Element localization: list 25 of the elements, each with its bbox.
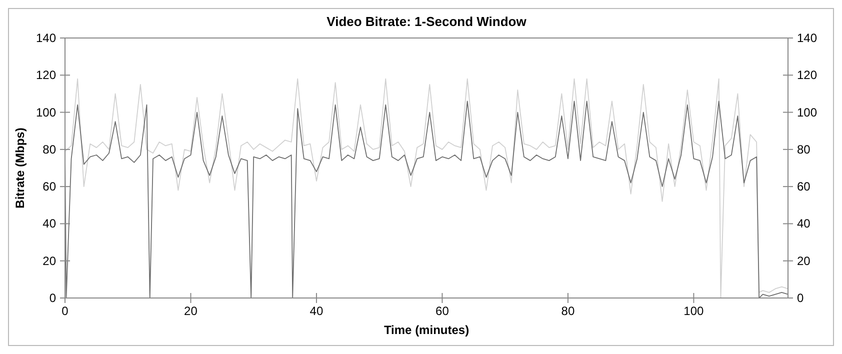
y2-tick-label: 40 — [797, 216, 811, 231]
y2-tick-label: 20 — [797, 254, 811, 268]
y-tick-label: 80 — [42, 142, 56, 156]
y-axis-title: Bitrate (Mbps) — [13, 128, 27, 208]
x-tick-label: 100 — [684, 304, 704, 318]
y-tick-label: 60 — [42, 180, 56, 194]
y2-tick-label: 100 — [797, 105, 818, 120]
x-tick-label: 20 — [184, 304, 198, 318]
y-tick-label: 0 — [49, 291, 56, 305]
y2-tick-label: 0 — [797, 291, 804, 305]
y-tick-label: 40 — [42, 216, 56, 231]
y2-tick-label: 120 — [797, 68, 818, 82]
y-tick-label: 120 — [36, 68, 56, 82]
y-tick-label: 140 — [36, 31, 56, 45]
x-tick-label: 80 — [561, 304, 575, 318]
x-tick-label: 0 — [62, 304, 69, 318]
x-tick-label: 40 — [310, 304, 324, 318]
y2-tick-label: 80 — [797, 142, 811, 156]
x-tick-label: 60 — [436, 304, 450, 318]
y2-tick-label: 60 — [797, 180, 811, 194]
chart-title: Video Bitrate: 1-Second Window — [326, 14, 528, 29]
y-tick-label: 20 — [42, 254, 56, 268]
x-axis-title: Time (minutes) — [384, 323, 470, 337]
y-tick-label: 100 — [36, 105, 56, 120]
y2-tick-label: 140 — [797, 31, 818, 45]
